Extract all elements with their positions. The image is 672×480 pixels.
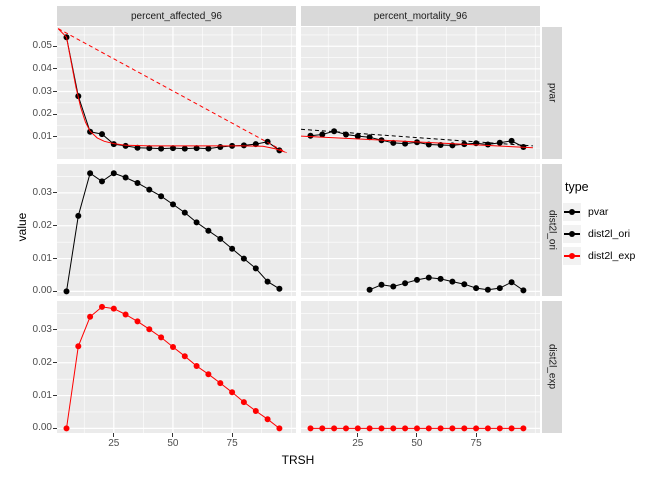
panel-mortality-dist2l-ori bbox=[301, 164, 540, 296]
legend-key-glyph bbox=[563, 203, 581, 221]
panel-mortality-dist2l-exp bbox=[301, 301, 540, 433]
x-axis-tick-mark bbox=[475, 433, 477, 437]
x-axis-tick-mark bbox=[172, 433, 174, 437]
legend-key-glyph bbox=[563, 225, 581, 243]
facet-strip-row-dist2l-exp: dist2l_exp bbox=[542, 301, 562, 433]
x-axis-tick-mark bbox=[231, 433, 233, 437]
y-axis-tick-mark bbox=[53, 192, 57, 194]
x-axis-tick-label: 75 bbox=[470, 438, 482, 449]
y-axis-tick-label: 0.03 bbox=[32, 85, 52, 97]
y-axis-tick-mark bbox=[53, 225, 57, 227]
y-axis-tick-mark bbox=[53, 258, 57, 260]
x-axis-tick-label: 50 bbox=[411, 438, 423, 449]
y-axis-tick-mark bbox=[53, 68, 57, 70]
y-axis-tick-label: 0.01 bbox=[32, 389, 52, 401]
y-axis-tick-label: 0.00 bbox=[32, 422, 52, 434]
x-axis-tick-mark bbox=[113, 433, 115, 437]
panel-affected-dist2l-ori bbox=[57, 164, 296, 296]
facet-strip-row-pvar: pvar bbox=[542, 27, 562, 159]
panel-affected-dist2l-exp bbox=[57, 301, 296, 433]
y-axis-tick-label: 0.02 bbox=[32, 108, 52, 120]
x-axis-tick-label: 75 bbox=[226, 438, 238, 449]
facet-strip-row-dist2l-ori: dist2l_ori bbox=[542, 164, 562, 296]
y-axis-tick-mark bbox=[53, 395, 57, 397]
y-axis-tick-mark bbox=[53, 113, 57, 115]
legend-item-pvar: pvar bbox=[563, 203, 668, 221]
legend-key-glyph bbox=[563, 247, 581, 265]
y-axis-tick-mark bbox=[53, 427, 57, 429]
legend-item-label: dist2l_ori bbox=[588, 228, 631, 240]
x-axis-title: TRSH bbox=[281, 453, 315, 467]
y-axis-tick-label: 0.02 bbox=[32, 219, 52, 231]
y-axis-tick-mark bbox=[53, 45, 57, 47]
x-axis-tick-label: 25 bbox=[352, 438, 364, 449]
facet-strip-col-percent-mortality: percent_mortality_96 bbox=[301, 6, 540, 26]
y-axis-tick-mark bbox=[53, 290, 57, 292]
x-axis-tick-label: 25 bbox=[108, 438, 120, 449]
legend-item-label: pvar bbox=[588, 206, 609, 218]
legend-title: type bbox=[565, 180, 589, 194]
x-axis-tick-mark bbox=[357, 433, 359, 437]
y-axis-tick-label: 0.01 bbox=[32, 130, 52, 142]
y-axis-tick-label: 0.02 bbox=[32, 356, 52, 368]
x-axis-tick-mark bbox=[416, 433, 418, 437]
y-axis-tick-label: 0.01 bbox=[32, 252, 52, 264]
legend: type pvar dist2l_ori dist2l_exp bbox=[563, 180, 668, 269]
y-axis-tick-label: 0.05 bbox=[32, 40, 52, 52]
legend-item-label: dist2l_exp bbox=[588, 250, 636, 262]
panel-mortality-pvar bbox=[301, 27, 540, 159]
y-axis-tick-label: 0.00 bbox=[32, 285, 52, 297]
y-axis-tick-mark bbox=[53, 362, 57, 364]
x-axis-tick-label: 50 bbox=[167, 438, 179, 449]
y-axis-tick-label: 0.04 bbox=[32, 62, 52, 74]
y-axis-tick-mark bbox=[53, 329, 57, 331]
y-axis-tick-label: 0.03 bbox=[32, 186, 52, 198]
y-axis-tick-mark bbox=[53, 136, 57, 138]
y-axis-tick-label: 0.03 bbox=[32, 323, 52, 335]
facet-strip-col-percent-affected: percent_affected_96 bbox=[57, 6, 296, 26]
y-axis-tick-mark bbox=[53, 91, 57, 93]
legend-item-dist2l-exp: dist2l_exp bbox=[563, 247, 668, 265]
legend-item-dist2l-ori: dist2l_ori bbox=[563, 225, 668, 243]
panel-affected-pvar bbox=[57, 27, 296, 159]
